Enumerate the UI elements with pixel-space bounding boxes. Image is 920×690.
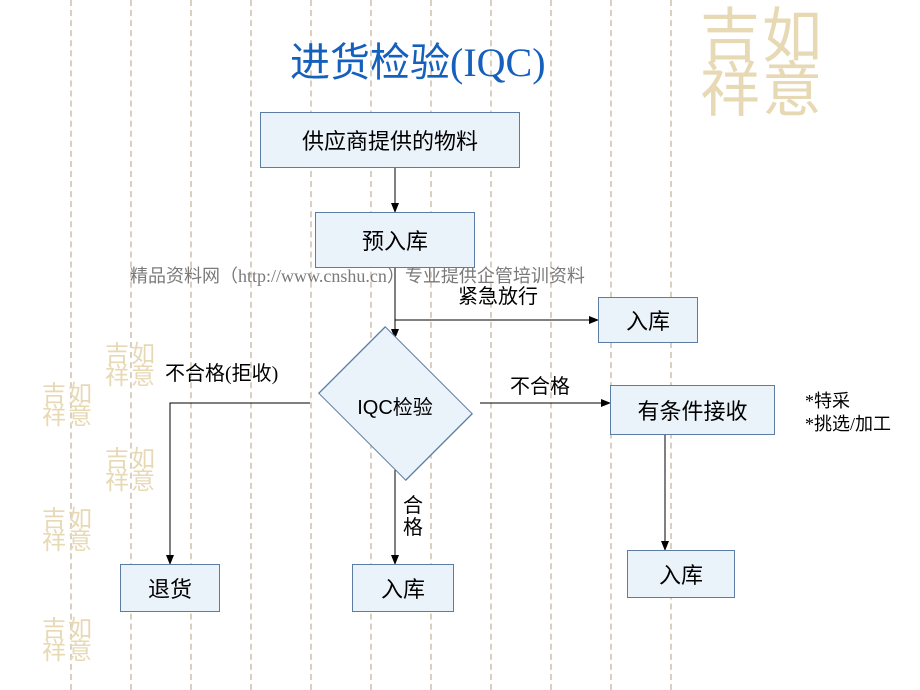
node-in1: 入库 — [598, 297, 698, 343]
page-title: 进货检验(IQC) — [290, 30, 546, 88]
node-in2: 入库 — [627, 550, 735, 598]
node-in3: 入库 — [352, 564, 454, 612]
sidenote-line: *特采 — [805, 390, 891, 413]
sidenote-line: *挑选/加工 — [805, 413, 891, 436]
node-label: 退货 — [148, 572, 192, 604]
node-label: 供应商提供的物料 — [302, 124, 478, 156]
node-label: 有条件接收 — [637, 394, 747, 426]
node-supplier: 供应商提供的物料 — [260, 112, 520, 168]
edge-label: 不合格 — [510, 370, 570, 399]
node-return: 退货 — [120, 564, 220, 612]
node-pre-in: 预入库 — [315, 212, 475, 268]
edge-label: 合格 — [403, 495, 423, 539]
edge-label: 不合格(拒收) — [165, 357, 278, 386]
edge-label: 紧急放行 — [458, 280, 538, 309]
side-note: *特采 *挑选/加工 — [805, 390, 891, 437]
node-label: 预入库 — [362, 224, 428, 256]
node-iqc-label: IQC检验 — [345, 391, 445, 420]
node-label: 入库 — [659, 558, 703, 590]
node-label: 入库 — [626, 304, 670, 336]
node-label: 入库 — [381, 572, 425, 604]
node-cond: 有条件接收 — [610, 385, 775, 435]
